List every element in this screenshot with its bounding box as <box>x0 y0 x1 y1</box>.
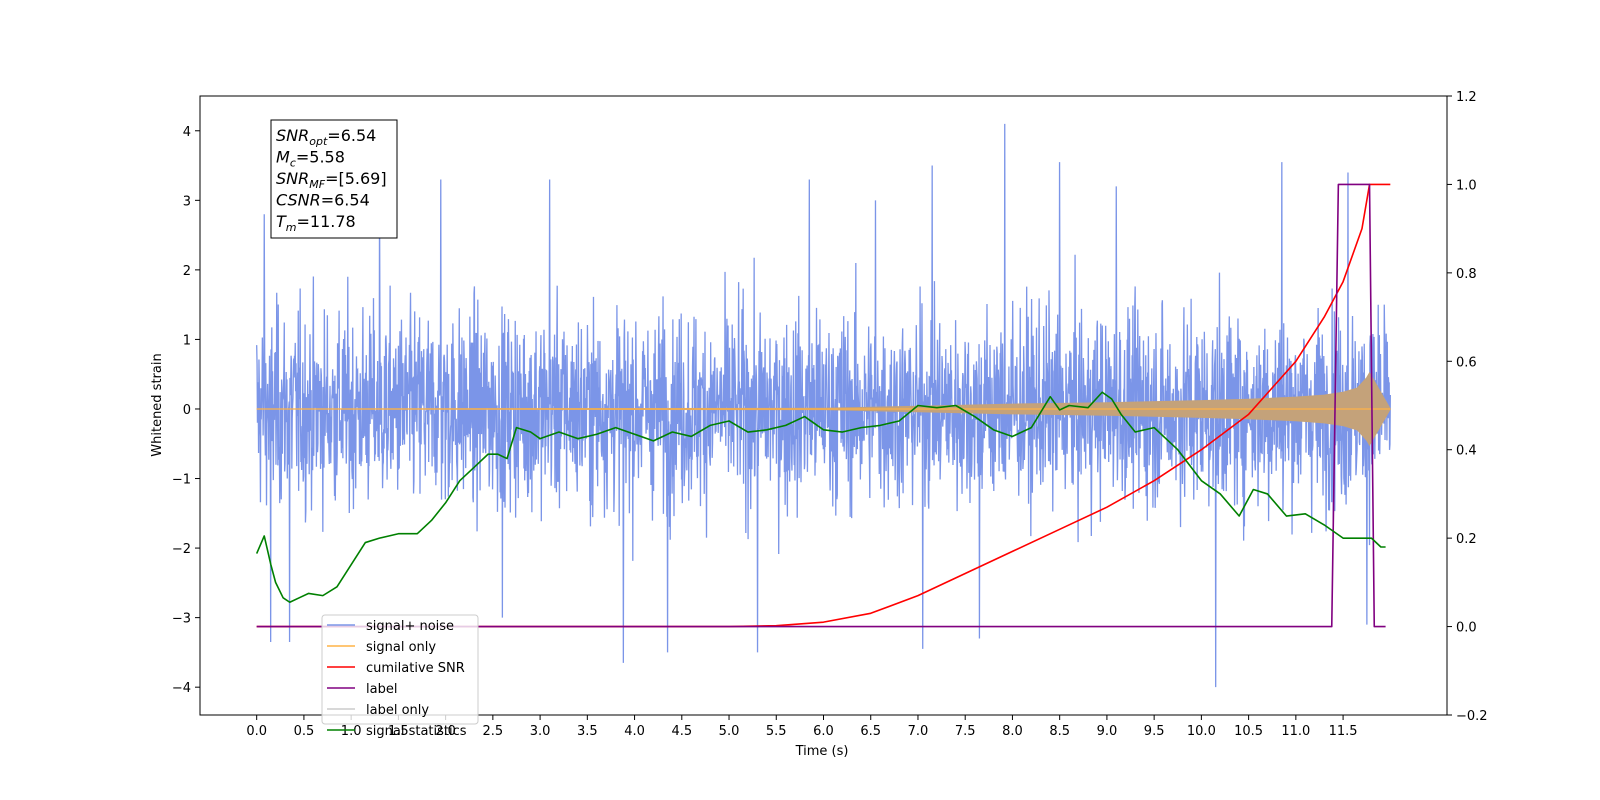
legend-label: label <box>366 682 397 697</box>
legend: signal+ noise signal only cumilative SNR la… <box>321 614 479 739</box>
info-box-line: Mc=5.58 <box>276 148 345 170</box>
y-axis-left-title: Whitened strain <box>150 353 165 456</box>
x-tick-label: 0.0 <box>246 724 267 739</box>
x-tick-label: 11.0 <box>1281 724 1310 739</box>
y-left-tick-label: −4 <box>172 681 191 696</box>
x-tick-label: 10.0 <box>1187 724 1216 739</box>
x-tick-label: 5.0 <box>719 724 740 739</box>
legend-label: cumilative SNR <box>366 661 465 676</box>
series-label <box>256 183 1386 628</box>
y-right-tick-label: 0.2 <box>1456 532 1477 547</box>
y-right-tick-label: 0.4 <box>1456 444 1477 459</box>
x-tick-label: 1.0 <box>341 724 362 739</box>
x-tick-label: 3.5 <box>577 724 598 739</box>
y-axis-left: 4 3 2 1 0 −1 −2 −3 −4 <box>172 125 200 696</box>
x-tick-label: 3.0 <box>530 724 551 739</box>
legend-label: signal statistics <box>366 724 467 739</box>
y-left-tick-label: −2 <box>172 542 191 557</box>
y-left-tick-label: 4 <box>183 125 191 140</box>
info-box-line: SNRMF=[5.69] <box>276 169 387 191</box>
info-box-line: CSNR=6.54 <box>276 191 370 210</box>
y-left-tick-label: 0 <box>183 403 191 418</box>
y-right-tick-label: −0.2 <box>1456 709 1488 724</box>
x-axis: 0.0 0.5 1.0 1.5 2.0 2.5 3.0 3.5 4.0 4.5 5.0 5.5 6.0 6… <box>246 715 1358 739</box>
y-axis-right: 1.2 1.0 0.8 0.6 0.4 0.2 0.0 −0.2 <box>1447 90 1488 724</box>
x-tick-label: 7.0 <box>908 724 929 739</box>
x-tick-label: 9.5 <box>1144 724 1165 739</box>
y-right-tick-label: 1.2 <box>1456 90 1477 105</box>
x-tick-label: 6.5 <box>860 724 881 739</box>
x-tick-label: 11.5 <box>1329 724 1358 739</box>
x-tick-label: 2.5 <box>483 724 504 739</box>
y-left-tick-label: −1 <box>172 473 191 488</box>
y-right-tick-label: 0.6 <box>1456 355 1477 370</box>
plot-area <box>255 123 1391 688</box>
legend-label: signal only <box>366 640 436 655</box>
x-tick-label: 4.5 <box>671 724 692 739</box>
x-tick-label: 9.0 <box>1097 724 1118 739</box>
x-tick-label: 10.5 <box>1234 724 1263 739</box>
series-signal-noise <box>256 123 1391 688</box>
series-signal-statistics <box>255 391 1386 604</box>
y-left-tick-label: 1 <box>183 333 191 348</box>
x-axis-title: Time (s) <box>795 744 849 759</box>
legend-frame <box>321 614 479 725</box>
y-left-tick-label: 2 <box>183 264 191 279</box>
legend-label: label only <box>366 703 429 718</box>
x-tick-label: 8.0 <box>1002 724 1023 739</box>
x-tick-label: 0.5 <box>294 724 315 739</box>
y-left-tick-label: 3 <box>183 194 191 209</box>
x-tick-label: 6.0 <box>813 724 834 739</box>
y-left-tick-label: −3 <box>172 612 191 627</box>
series-cumulative-snr <box>256 183 1391 628</box>
info-box-line: SNRopt=6.54 <box>276 126 376 148</box>
x-tick-label: 5.5 <box>766 724 787 739</box>
y-right-tick-label: 0.0 <box>1456 621 1477 636</box>
y-right-tick-label: 1.0 <box>1456 178 1477 193</box>
info-box-line: Tm=11.78 <box>276 212 356 234</box>
y-right-tick-label: 0.8 <box>1456 267 1477 282</box>
x-tick-label: 2.0 <box>435 724 456 739</box>
legend-label: signal+ noise <box>366 619 454 634</box>
x-tick-label: 8.5 <box>1049 724 1070 739</box>
x-tick-label: 4.0 <box>624 724 645 739</box>
x-tick-label: 1.5 <box>388 724 409 739</box>
info-box-frame <box>270 119 398 239</box>
x-tick-label: 7.5 <box>955 724 976 739</box>
